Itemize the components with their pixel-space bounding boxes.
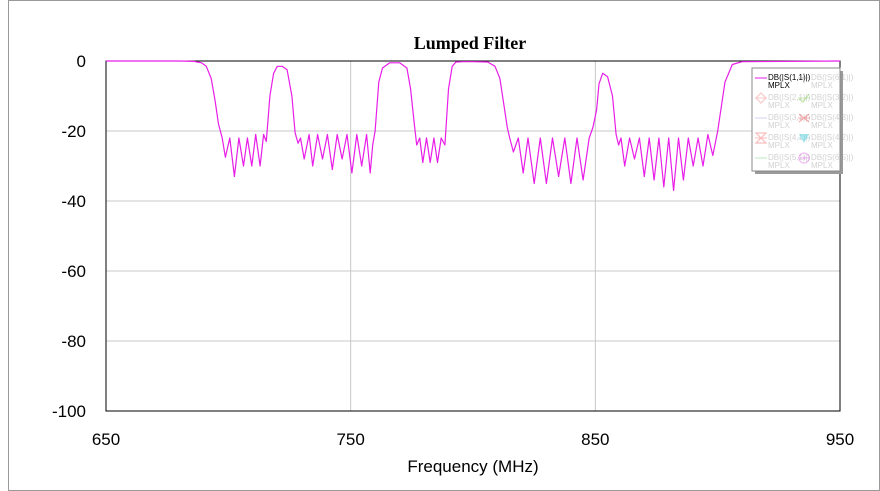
y-tick-label: -40 <box>61 192 86 211</box>
legend-entry-source: MPLX <box>768 81 790 90</box>
chart-title: Lumped Filter <box>414 33 527 53</box>
y-tick-label: -100 <box>52 402 86 421</box>
triangle-down-marker-icon <box>799 134 809 143</box>
legend-entry-label: DB(|S(3,1)|) <box>768 113 811 122</box>
legend-entry[interactable]: DB(|S(2,1)|)MPLX <box>755 92 811 110</box>
legend-entry-source: MPLX <box>811 121 833 130</box>
legend-entry-label: DB(|S(6,5)|) <box>811 153 854 162</box>
legend-entry[interactable]: DB(|S(6,1)|)MPLX <box>798 73 854 90</box>
legend-entry[interactable]: DB(|S(5,1)|)MPLX <box>755 153 811 170</box>
legend[interactable]: DB(|S(1,1)|)MPLXDB(|S(6,1)|)MPLXDB(|S(2,… <box>751 67 854 174</box>
legend-entry[interactable]: DB(|S(3,2)|)MPLX <box>798 93 854 110</box>
legend-entry-source: MPLX <box>811 81 833 90</box>
y-tick-label: -80 <box>61 332 86 351</box>
legend-entry-source: MPLX <box>768 161 790 170</box>
legend-entry-label: DB(|S(2,1)|) <box>768 93 811 102</box>
check-marker-icon <box>798 93 810 103</box>
target-marker-dot <box>802 156 806 160</box>
legend-entry-label: DB(|S(4,3)|) <box>811 113 854 122</box>
legend-entry[interactable]: DB(|S(3,1)|)MPLX <box>755 113 811 130</box>
x-tick-label: 750 <box>336 430 364 449</box>
plot-area <box>105 60 841 412</box>
legend-entry-source: MPLX <box>768 121 790 130</box>
legend-entry-label: DB(|S(4,1)|) <box>768 133 811 142</box>
y-tick-label: -20 <box>61 122 86 141</box>
legend-entry[interactable]: DB(|S(4,3)|)MPLX <box>798 113 854 130</box>
y-tick-label: -60 <box>61 262 86 281</box>
legend-entry[interactable]: DB(|S(4,2)|)MPLX <box>798 133 854 150</box>
series-line-1 <box>106 60 841 192</box>
legend-entry-label: DB(|S(5,1)|) <box>768 153 811 162</box>
hourglass-marker-icon <box>754 132 768 144</box>
tie-marker-icon <box>798 113 810 123</box>
target-marker-icon <box>798 152 810 164</box>
legend-entry-source: MPLX <box>768 101 790 110</box>
legend-entry-source: MPLX <box>811 141 833 150</box>
y-tick-label: 0 <box>77 52 86 71</box>
legend-entry-source: MPLX <box>811 161 833 170</box>
plus-marker-icon <box>799 73 809 83</box>
legend-entry-source: MPLX <box>811 101 833 110</box>
legend-entry[interactable]: DB(|S(1,1)|)MPLX <box>755 73 811 90</box>
x-tick-label: 850 <box>581 430 609 449</box>
legend-entry-source: MPLX <box>768 141 790 150</box>
diamond-marker-icon <box>755 92 767 104</box>
x-tick-label: 650 <box>92 430 120 449</box>
legend-entry[interactable]: DB(|S(6,5)|)MPLX <box>798 152 854 170</box>
y-axis-ticks: 0 -20 -40 -60 -80 -100 <box>52 52 86 421</box>
x-axis-ticks: 650 750 850 950 <box>92 430 854 449</box>
window-border <box>8 0 880 491</box>
legend-entry[interactable]: DB(|S(4,1)|)MPLX <box>754 132 811 150</box>
legend-entry-label: DB(|S(1,1)|) <box>768 73 811 82</box>
x-tick-label: 950 <box>826 430 854 449</box>
legend-entry-label: DB(|S(6,1)|) <box>811 73 854 82</box>
legend-entry-label: DB(|S(4,2)|) <box>811 133 854 142</box>
legend-box <box>751 67 841 172</box>
series-layer <box>106 60 841 192</box>
x-axis-label: Frequency (MHz) <box>407 457 538 476</box>
legend-entry-label: DB(|S(3,2)|) <box>811 93 854 102</box>
